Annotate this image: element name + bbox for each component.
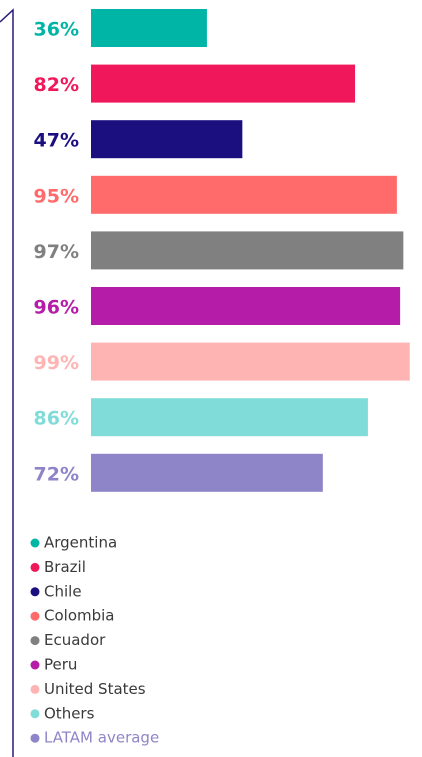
frame-decoration [0, 8, 14, 757]
value-label: 95% [34, 185, 79, 207]
bar [91, 175, 397, 214]
value-label: 82% [34, 74, 79, 96]
legend-marker [30, 709, 40, 719]
legend-label: Chile [44, 582, 82, 600]
legend-label: Colombia [44, 607, 115, 625]
legend-label: Brazil [44, 558, 86, 576]
legend-marker [30, 636, 40, 646]
value-label: 96% [34, 297, 79, 319]
legend-marker [30, 562, 40, 572]
legend-label: LATAM average [44, 729, 159, 747]
value-label: 86% [34, 408, 79, 430]
value-label: 36% [34, 19, 79, 41]
bar [91, 64, 356, 103]
legend-label: Others [44, 704, 95, 722]
legend-label: Peru [44, 656, 77, 674]
legend-marker [30, 587, 40, 597]
bar [91, 120, 243, 159]
value-label: 97% [34, 241, 79, 263]
legend-marker [30, 733, 40, 743]
bar [91, 287, 401, 325]
legend-marker [30, 684, 40, 694]
legend-label: Argentina [44, 534, 117, 552]
value-label: 99% [34, 352, 79, 374]
bar [91, 342, 410, 381]
value-label: 47% [34, 130, 79, 152]
legend-marker [30, 538, 40, 548]
legend-label: United States [44, 680, 146, 698]
bar [91, 398, 368, 437]
value-label: 72% [34, 463, 79, 485]
bar [91, 9, 207, 47]
bar [91, 453, 323, 492]
legend-label: Ecuador [44, 631, 106, 649]
legend-marker [30, 611, 40, 621]
legend-marker [30, 660, 40, 670]
bar [91, 231, 404, 270]
